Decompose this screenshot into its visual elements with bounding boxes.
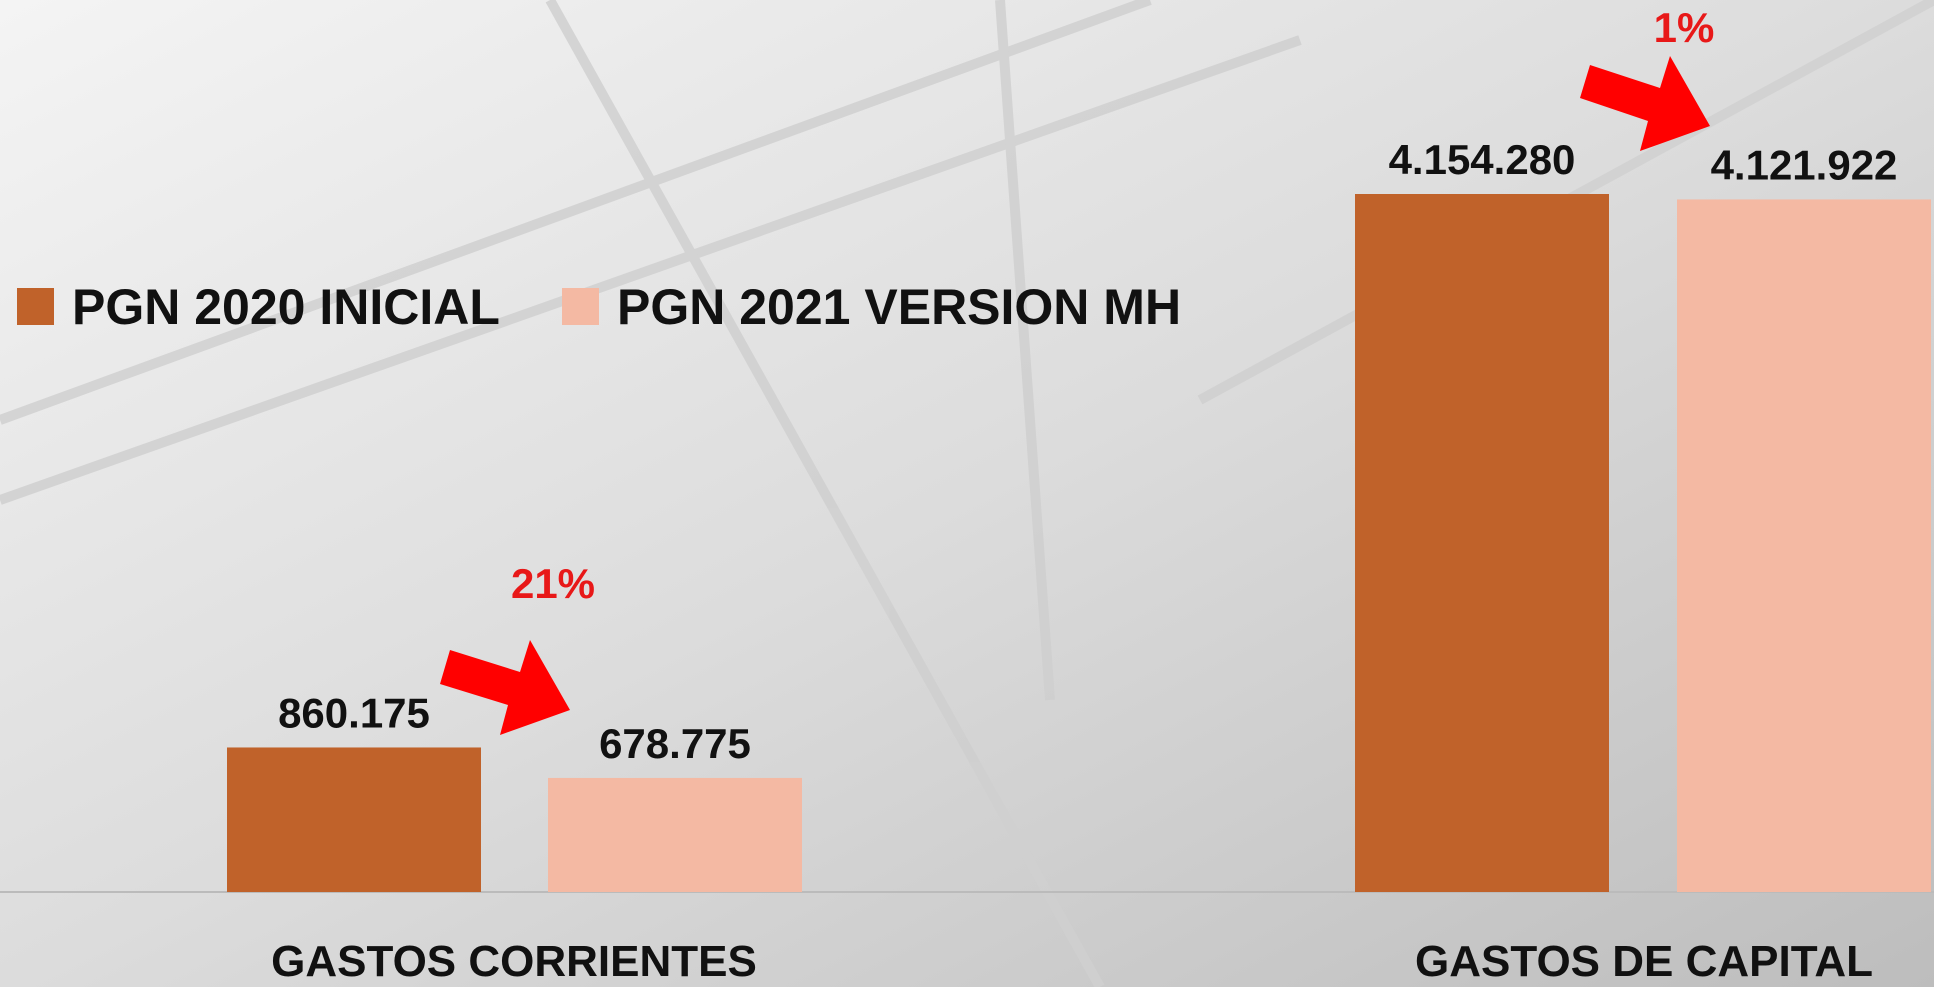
annotation: 1% <box>1654 4 1715 51</box>
legend-swatch <box>562 288 599 325</box>
legend-swatch <box>17 288 54 325</box>
legend-label: PGN 2020 INICIAL <box>72 279 500 335</box>
annotation: 21% <box>511 560 595 607</box>
x-tick-label: GASTOS DE CAPITAL <box>1415 937 1873 986</box>
arrow <box>1580 56 1710 151</box>
bar <box>227 747 481 892</box>
value-label: 4.121.922 <box>1711 141 1898 188</box>
x-tick-label: GASTOS CORRIENTES <box>271 937 757 986</box>
value-label: 4.154.280 <box>1389 136 1576 183</box>
value-label: 678.775 <box>599 720 751 767</box>
bar <box>1677 199 1931 892</box>
legend-label: PGN 2021 VERSION MH <box>617 279 1181 335</box>
bar <box>1355 194 1609 892</box>
arrow <box>440 640 570 735</box>
bar <box>548 777 802 892</box>
value-label: 860.175 <box>278 689 430 736</box>
